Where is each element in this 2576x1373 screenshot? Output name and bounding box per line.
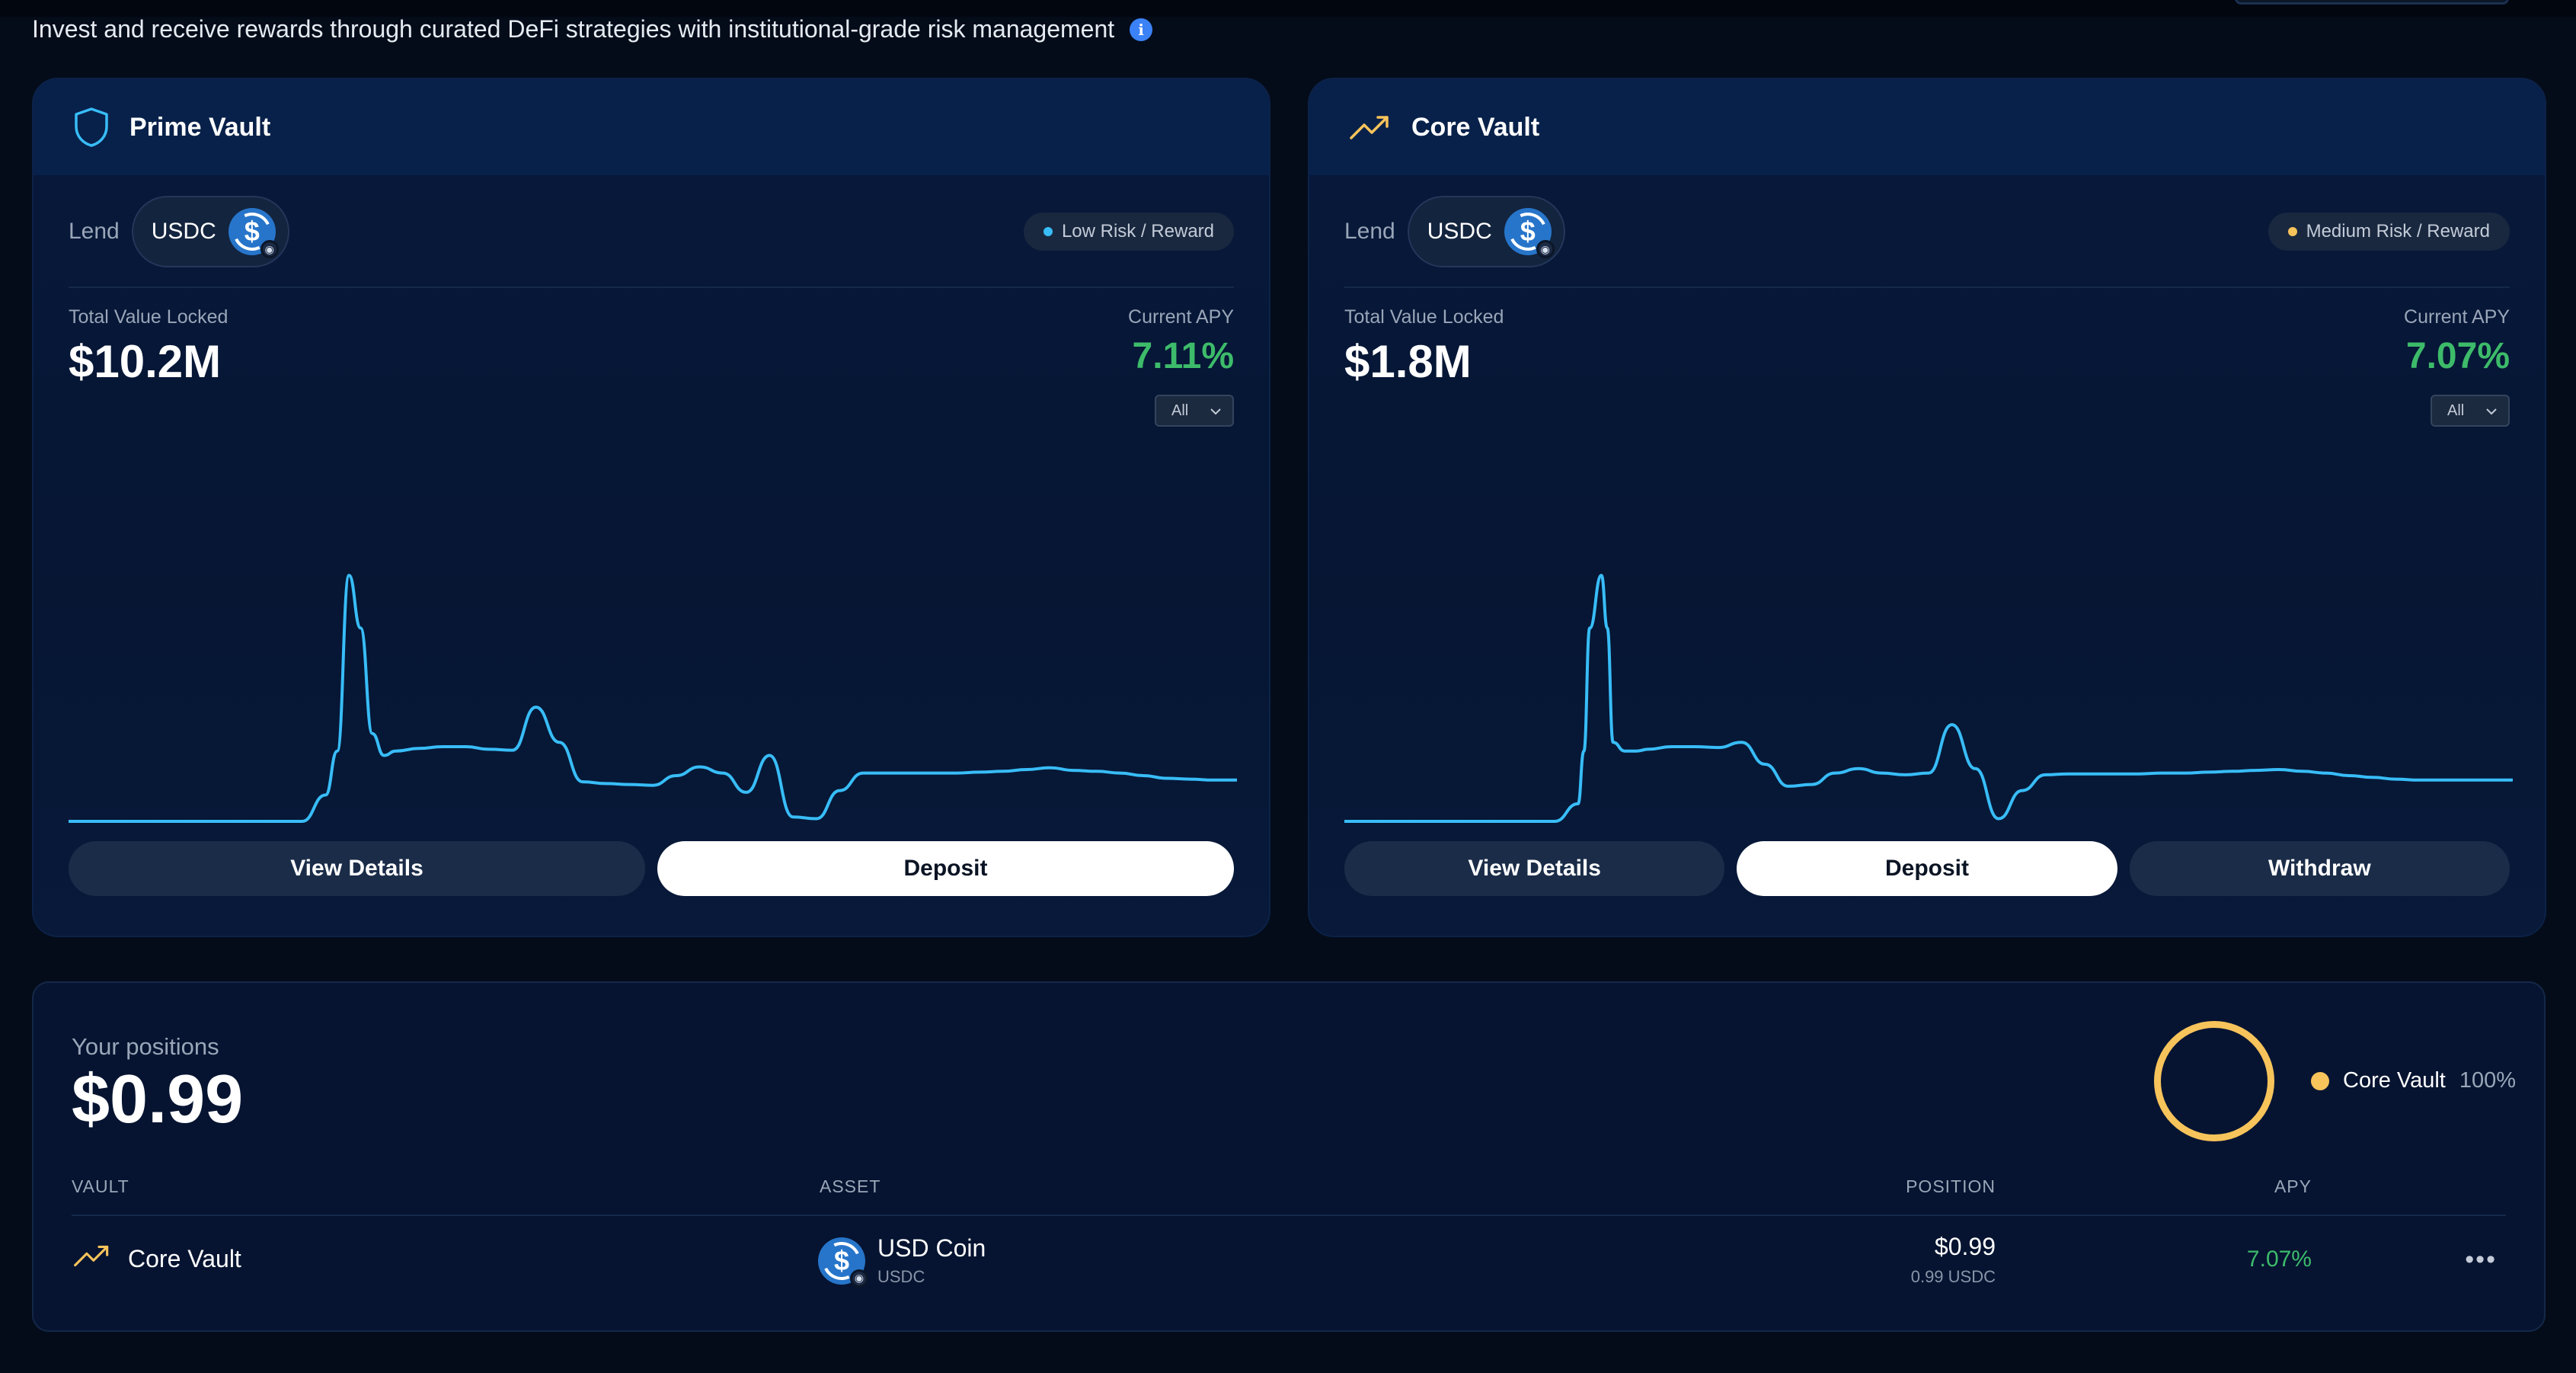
range-select[interactable]: All [1155,395,1234,427]
range-select[interactable]: All [2431,395,2510,427]
risk-dot-icon [1043,227,1053,236]
card-header: Core Vault [1309,79,2545,175]
positions-total: $0.99 [72,1061,244,1138]
asset-cell: $ ◉ USD Coin USDC [817,1234,986,1288]
top-bar [0,0,2576,17]
tvl-chart [69,574,1237,823]
allocation-donut [2154,1021,2274,1141]
range-value: All [1171,402,1189,419]
position-cell: $0.99 0.99 USDC [1911,1233,1996,1287]
trending-up-icon [1349,112,1392,142]
apy-label: Current APY [1128,306,1234,328]
divider [1344,286,2510,288]
legend-pct: 100% [2459,1068,2517,1093]
lend-row: Lend USDC $ ◉ Medium Risk / Reward [1344,195,2510,268]
info-icon[interactable]: i [1130,18,1153,41]
tvl-value: $1.8M [1344,336,1472,387]
card-header: Prime Vault [34,79,1269,175]
position-value: $0.99 [1934,1233,1996,1260]
lend-label: Lend [1344,219,1395,244]
risk-label: Medium Risk / Reward [2306,221,2490,242]
view-details-button[interactable]: View Details [1344,841,1725,896]
legend-name: Core Vault [2343,1068,2446,1093]
lend-label: Lend [69,219,120,244]
risk-dot-icon [2287,227,2297,236]
divider [69,286,1234,288]
vault-title: Prime Vault [129,112,271,142]
header-button[interactable] [2235,0,2509,5]
intro-label: Invest and receive rewards through curat… [32,15,1115,43]
usdc-icon: $ ◉ [227,206,279,258]
tvl-chart [1344,574,2513,823]
tvl-series-line [69,574,1237,823]
button-row: View Details Deposit Withdraw [1344,841,2510,896]
view-details-button[interactable]: View Details [69,841,645,896]
apy-value: 7.11% [1132,336,1234,376]
asset-symbol: USDC [877,1267,925,1286]
vault-name: Core Vault [128,1244,241,1272]
tvl-label: Total Value Locked [1344,306,1504,328]
deposit-button[interactable]: Deposit [657,841,1234,896]
trending-up-icon [73,1242,111,1275]
column-header-position: POSITION [1906,1176,1996,1196]
core-vault-card: Core Vault Lend USDC $ ◉ Medium Risk / Re… [1308,78,2546,937]
deposit-button[interactable]: Deposit [1737,841,2117,896]
asset-pill[interactable]: USDC $ ◉ [131,196,289,267]
column-header-asset: ASSET [820,1176,881,1196]
chevron-down-icon [1210,402,1222,420]
withdraw-button[interactable]: Withdraw [2129,841,2510,896]
apy-label: Current APY [2404,306,2510,328]
prime-vault-card: Prime Vault Lend USDC $ ◉ Low Risk / Rewa… [32,78,1270,937]
column-header-apy: APY [2274,1176,2312,1196]
shield-icon [73,107,110,148]
asset-pill[interactable]: USDC $ ◉ [1407,196,1565,267]
risk-label: Low Risk / Reward [1061,221,1214,242]
apy-cell: 7.07% [2246,1247,2312,1272]
vault-cell: Core Vault [73,1242,241,1275]
risk-badge: Low Risk / Reward [1023,213,1234,251]
intro-text: Invest and receive rewards through curat… [32,15,1153,43]
table-divider [72,1215,2506,1216]
positions-panel: Your positions $0.99 Core Vault 100% VAU… [32,981,2546,1332]
table-row[interactable]: Core Vault $ ◉ USD Coin USDC $0.99 0.99 U… [34,1227,2544,1303]
positions-label: Your positions [72,1033,219,1060]
vault-title: Core Vault [1411,112,1540,142]
asset-name: USD Coin [877,1234,986,1262]
range-value: All [2447,402,2465,419]
legend-dot-icon [2311,1071,2329,1090]
asset-label: USDC [1427,219,1492,244]
button-row: View Details Deposit [69,841,1234,896]
tvl-series-line [1344,574,2513,823]
allocation-legend: Core Vault 100% [2311,1068,2516,1093]
lend-row: Lend USDC $ ◉ Low Risk / Reward [69,195,1234,268]
risk-badge: Medium Risk / Reward [2268,213,2510,251]
usdc-icon: $ ◉ [817,1236,868,1288]
usdc-icon: $ ◉ [1503,206,1555,258]
position-amount: 0.99 USDC [1910,1267,1996,1286]
column-header-vault: VAULT [72,1176,129,1196]
tvl-label: Total Value Locked [69,306,229,328]
asset-label: USDC [151,219,216,244]
chevron-down-icon [2485,402,2498,420]
apy-value: 7.07% [2405,336,2510,376]
more-options-icon[interactable]: ••• [2465,1245,2497,1274]
tvl-value: $10.2M [69,336,222,387]
